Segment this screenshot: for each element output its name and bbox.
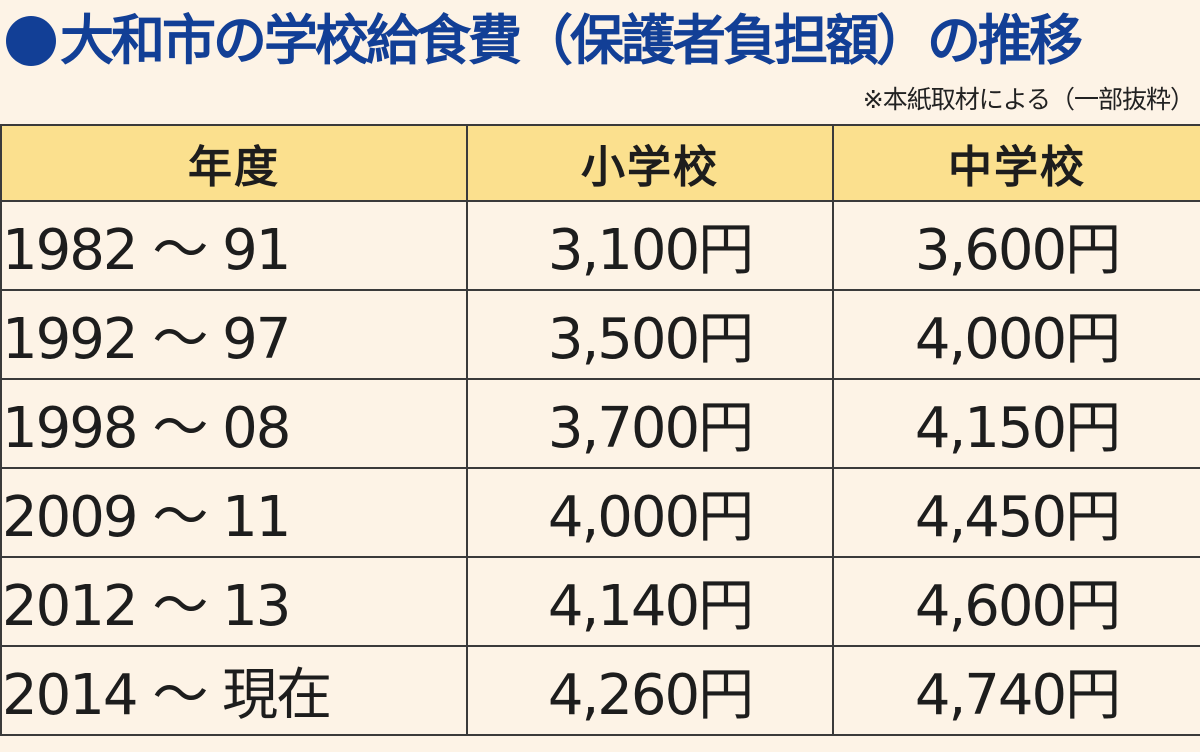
table-row: 2012 ～ 13 4,140円 4,600円 (0, 556, 1200, 647)
elementary-fee-cell: 4,260円 (466, 645, 834, 736)
table-row: 1998 ～ 08 3,700円 4,150円 (0, 378, 1200, 469)
column-header-junior-high: 中学校 (832, 124, 1200, 202)
year-cell: 1992 ～ 97 (0, 289, 468, 380)
elementary-fee-cell: 4,000円 (466, 467, 834, 558)
elementary-fee-cell: 3,100円 (466, 200, 834, 291)
header-row: 年度 小学校 中学校 (0, 124, 1200, 202)
lunch-fee-table: 年度 小学校 中学校 1982 ～ 91 3,100円 3,600円 1992 … (0, 124, 1200, 736)
junior-high-fee-cell: 4,150円 (832, 378, 1200, 469)
table-row: 1992 ～ 97 3,500円 4,000円 (0, 289, 1200, 380)
source-note: ※本紙取材による（一部抜粋） (862, 85, 1195, 114)
table-row: 1982 ～ 91 3,100円 3,600円 (0, 200, 1200, 291)
junior-high-fee-cell: 4,600円 (832, 556, 1200, 647)
table-row: 2009 ～ 11 4,000円 4,450円 (0, 467, 1200, 558)
year-cell: 2012 ～ 13 (0, 556, 468, 647)
page-title: 大和市の学校給食費（保護者負担額）の推移 (60, 9, 1083, 72)
title-bullet-icon (6, 16, 56, 66)
elementary-fee-cell: 3,700円 (466, 378, 834, 469)
year-cell: 1998 ～ 08 (0, 378, 468, 469)
junior-high-fee-cell: 3,600円 (832, 200, 1200, 291)
table-row: 2014 ～ 現在 4,260円 4,740円 (0, 645, 1200, 736)
year-cell: 2009 ～ 11 (0, 467, 468, 558)
year-cell: 2014 ～ 現在 (0, 645, 468, 736)
title-row: 大和市の学校給食費（保護者負担額）の推移 (6, 0, 1083, 82)
year-cell: 1982 ～ 91 (0, 200, 468, 291)
junior-high-fee-cell: 4,000円 (832, 289, 1200, 380)
junior-high-fee-cell: 4,450円 (832, 467, 1200, 558)
elementary-fee-cell: 4,140円 (466, 556, 834, 647)
junior-high-fee-cell: 4,740円 (832, 645, 1200, 736)
column-header-elementary: 小学校 (466, 124, 834, 202)
elementary-fee-cell: 3,500円 (466, 289, 834, 380)
column-header-year: 年度 (0, 124, 468, 202)
